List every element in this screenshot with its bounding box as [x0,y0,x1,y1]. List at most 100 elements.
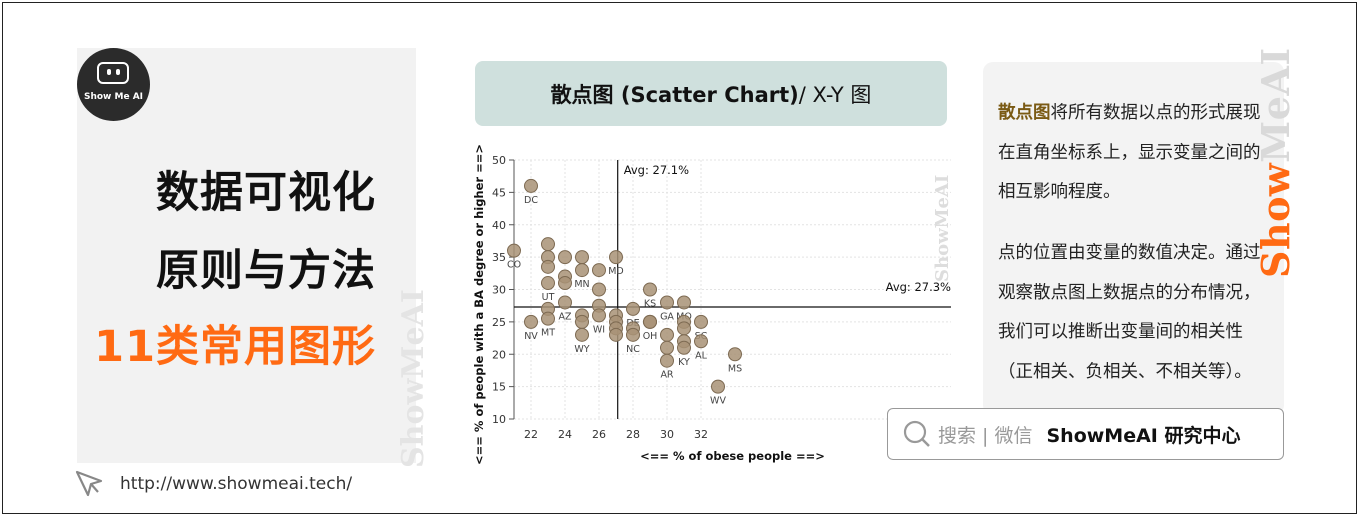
site-url[interactable]: http://www.showmeai.tech/ [120,474,353,494]
chart-header-rest: / X-Y 图 [798,82,872,107]
point-label: WV [710,396,726,407]
data-point [541,311,555,326]
search-org: ShowMeAI 研究中心 [1046,424,1241,447]
data-point [694,334,708,349]
chart-watermark: ShowMeAI [932,175,953,282]
point-label: KS [644,299,656,310]
x-tick-label: 32 [694,428,708,441]
y-tick-label: 25 [492,316,506,329]
point-label: UT [542,292,555,303]
description-panel [983,62,1284,415]
data-point [575,263,589,278]
search-icon [903,420,930,447]
data-point [575,314,589,329]
y-tick-label: 15 [492,381,506,394]
point-label: AL [695,350,707,361]
point-label: CO [507,260,521,271]
point-label: MT [541,328,555,339]
data-point [626,327,640,342]
point-label: DC [524,195,538,206]
description-p1-rest: 将所有数据以点的形式展现在直角坐标系上，显示变量之间的相互影响程度。 [998,103,1261,202]
data-point [592,263,606,278]
x-axis-label: <== % of obese people ==> [640,449,825,463]
data-point [558,276,572,291]
left-watermark: ShowMeAI [396,289,431,468]
description-highlight: 散点图 [998,103,1051,123]
y-tick-label: 45 [492,186,506,199]
point-label: OH [643,331,658,342]
title-line-1: 数据可视化 [156,168,376,218]
data-point [677,321,691,336]
point-label: MN [574,279,589,290]
data-point [507,243,521,258]
point-label: KY [678,357,690,368]
left-panel [77,48,416,463]
x-tick-label: 22 [524,428,538,441]
scatter-chart: 10 15 20 25 30 35 40 45 50 22 24 26 28 30 32 Avg: 27.1%… [472,144,953,465]
data-point [558,250,572,265]
logo-brand: Show Me AI [83,92,144,102]
avg-y-label: Avg: 27.3% [886,280,951,294]
data-point [541,237,555,252]
point-label: AR [660,370,673,381]
point-label: NC [626,344,640,355]
point-label: MD [608,266,624,277]
data-point [558,295,572,310]
data-point [643,282,657,297]
chart-header: 散点图 (Scatter Chart) / X-Y 图 [475,61,947,126]
data-point [660,327,674,342]
description-paragraph-1: 散点图将所有数据以点的形式展现在直角坐标系上，显示变量之间的相互影响程度。 [998,94,1273,213]
avg-x-label: Avg: 27.1% [624,163,689,177]
x-tick-label: 24 [558,428,572,441]
y-tick-label: 10 [492,413,506,426]
title-line-2: 原则与方法 [156,246,376,296]
cursor-icon [75,470,103,497]
logo: Show Me AI [77,48,150,121]
robot-face-icon [97,62,129,84]
y-axis-label: <== % of people with a BA degree or high… [472,144,486,465]
y-tick-label: 20 [492,348,506,361]
vertical-brand: ShowMeAI [1253,47,1298,278]
description-paragraph-2: 点的位置由变量的数值决定。通过观察散点图上数据点的分布情况，我们可以推断出变量间… [998,243,1261,382]
y-tick-label: 40 [492,219,506,232]
chart-header-bold: 散点图 (Scatter Chart) [550,82,799,107]
data-point [575,250,589,265]
data-point [711,379,725,394]
data-point [541,259,555,274]
data-point [643,314,657,329]
point-label: AZ [558,311,571,322]
data-point [660,353,674,368]
search-box[interactable]: 搜索 | 微信 ShowMeAI 研究中心 [887,408,1284,460]
search-hint: 搜索 | 微信 [938,424,1033,447]
data-point [677,340,691,355]
data-point [609,250,623,265]
point-label: WY [574,344,589,355]
data-point [592,308,606,323]
point-label: GA [660,311,674,322]
chart-axes: 10 15 20 25 30 35 40 45 50 22 24 26 28 30 32 Avg: 27.1%… [472,144,951,465]
y-tick-label: 30 [492,284,506,297]
url-row: http://www.showmeai.tech/ [74,467,352,501]
data-point [728,347,742,362]
data-point [694,314,708,329]
data-point [677,295,691,310]
data-point [592,282,606,297]
vertical-brand-part2: MeAI [1253,47,1298,163]
data-point [660,295,674,310]
y-tick-label: 50 [492,154,506,167]
data-point [626,301,640,316]
data-point [575,327,589,342]
y-tick-label: 35 [492,251,506,264]
chart-points: DCCONVUTMTAZMNWYWIMDDENCKSOHGAARMOKYSCAL… [507,178,742,407]
title-line-3: 11类常用图形 [94,322,376,372]
data-point [524,314,538,329]
point-label: MS [728,363,742,374]
x-tick-label: 30 [660,428,674,441]
data-point [541,276,555,291]
x-tick-label: 26 [592,428,606,441]
vertical-brand-part1: Show [1253,162,1298,278]
point-label: NV [524,331,538,342]
x-tick-label: 28 [626,428,640,441]
data-point [660,340,674,355]
